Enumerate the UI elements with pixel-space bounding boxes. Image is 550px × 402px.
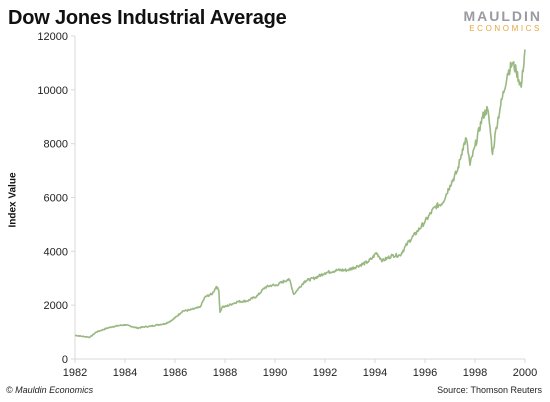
y-tick-label: 12000 — [37, 31, 68, 43]
copyright-note: © Mauldin Economics — [6, 385, 94, 395]
x-tick-label: 1986 — [163, 367, 187, 379]
x-tick-label: 1988 — [213, 367, 237, 379]
x-tick-label: 1982 — [63, 367, 87, 379]
y-tick-label: 6000 — [44, 193, 68, 205]
mauldin-logo: MAULDIN ECONOMICS — [422, 9, 542, 33]
source-note: Source: Thomson Reuters — [437, 385, 542, 395]
y-tick-label: 8000 — [44, 139, 68, 151]
y-tick-label: 4000 — [44, 246, 68, 258]
y-tick-label: 2000 — [44, 300, 68, 312]
x-tick-label: 1992 — [313, 367, 337, 379]
y-tick-label: 0 — [62, 354, 68, 366]
chart-title: Dow Jones Industrial Average — [8, 7, 287, 29]
x-tick-label: 1984 — [113, 367, 137, 379]
logo-wordmark: MAULDIN — [463, 8, 542, 24]
dow-jones-series-line — [74, 49, 526, 339]
x-tick-label: 1990 — [263, 367, 287, 379]
x-tick-label: 1998 — [463, 367, 487, 379]
x-tick-label: 1994 — [363, 367, 387, 379]
x-tick-label: 1996 — [413, 367, 437, 379]
logo-subtitle: ECONOMICS — [469, 24, 542, 33]
x-tick-label: 2000 — [513, 367, 537, 379]
y-tick-label: 10000 — [37, 85, 68, 97]
